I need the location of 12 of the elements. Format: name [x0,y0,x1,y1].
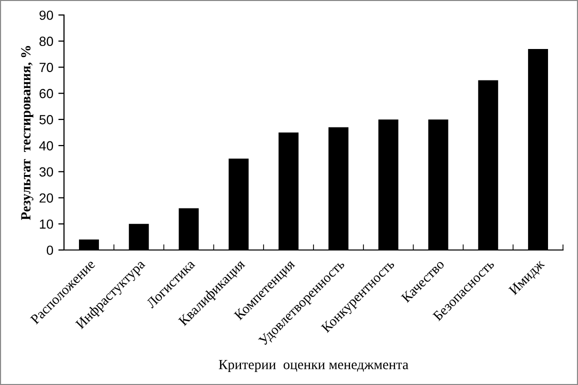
y-tick-label: 70 [40,62,54,72]
y-tick-label: 10 [40,219,54,229]
y-tick-label: 90 [40,10,54,20]
y-tick-label: 0 [46,246,54,255]
y-tick-label: 50 [39,115,54,124]
y-tick-label: 20 [40,193,54,203]
y-tick-label: 80 [39,36,54,46]
y-axis-title: Результат тестирования, % [21,46,34,220]
y-tick-label: 30 [39,167,54,177]
y-tick-label: 40 [39,141,54,150]
y-tick-label: 60 [40,88,54,98]
x-axis-title: Критерии оценки менеджмента [218,360,408,372]
